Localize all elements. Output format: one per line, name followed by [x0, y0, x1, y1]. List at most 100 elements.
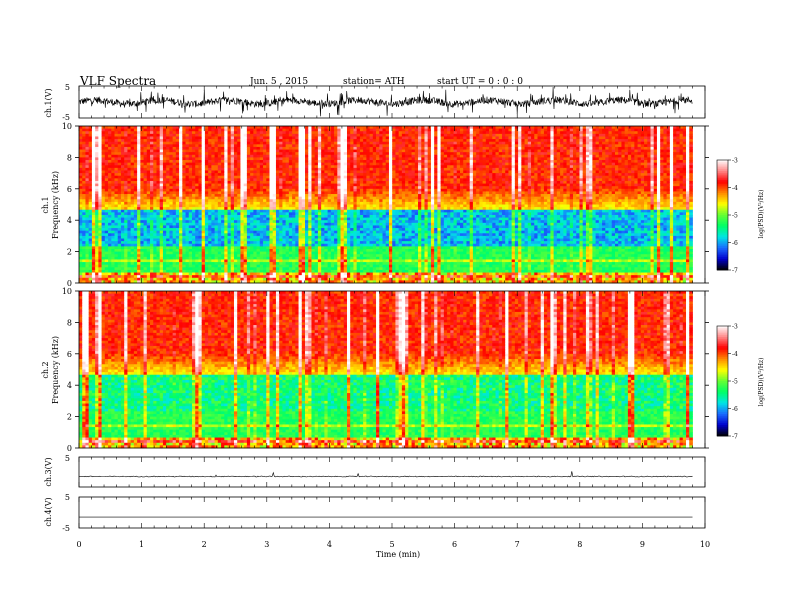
spectrogram-cell — [143, 212, 148, 216]
spectrogram-cell — [204, 217, 209, 221]
spectrogram-cell — [337, 264, 341, 268]
spectrogram-cell — [188, 267, 193, 271]
spectrogram-cell — [153, 146, 157, 150]
spectrogram-cell — [140, 241, 144, 245]
spectrogram-cell — [137, 204, 141, 208]
spectrogram-cell — [108, 256, 112, 260]
spectrogram-cell — [292, 201, 296, 205]
spectrogram-cell — [340, 228, 345, 232]
spectrogram-cell — [298, 194, 303, 198]
spectrogram-cell — [91, 241, 96, 245]
spectrogram-cell — [85, 194, 90, 198]
spectrogram-cell — [146, 241, 151, 245]
spectrogram-cell — [269, 126, 274, 130]
spectrogram-cell — [159, 243, 164, 247]
spectrogram-cell — [156, 199, 161, 203]
spectrogram-cell — [324, 251, 329, 255]
spectrogram-cell — [288, 217, 293, 221]
spectrogram-cell — [172, 241, 177, 245]
spectrogram-cell — [159, 238, 164, 242]
spectrogram-cell — [195, 146, 199, 150]
spectrogram-cell — [91, 136, 96, 140]
spectrogram-cell — [91, 246, 96, 250]
spectrogram-cell — [146, 157, 151, 161]
spectrogram-cell — [114, 167, 119, 171]
spectrogram-cell — [159, 259, 164, 263]
spectrogram-cell — [230, 149, 235, 153]
spectrogram-cell — [166, 139, 170, 143]
spectrogram-cell — [279, 136, 283, 140]
spectrogram-cell — [108, 220, 112, 224]
spectrogram-cell — [198, 162, 203, 166]
spectrogram-cell — [230, 199, 235, 203]
spectrogram-cell — [91, 214, 96, 218]
spectrogram-cell — [159, 254, 164, 258]
spectrogram-cell — [179, 144, 183, 148]
spectrogram-cell — [301, 280, 306, 284]
spectrogram-cell — [146, 139, 151, 143]
spectrogram-cell — [285, 217, 290, 221]
spectrogram-cell — [217, 152, 222, 156]
spectrogram-cell — [311, 254, 316, 258]
spectrogram-cell — [272, 259, 277, 263]
spectrogram-cell — [198, 165, 203, 169]
spectrogram-cell — [263, 141, 267, 145]
spectrogram-cell — [179, 170, 183, 174]
spectrogram-cell — [317, 136, 322, 140]
spectrogram-cell — [130, 259, 135, 263]
spectrogram-cell — [217, 262, 222, 266]
spectrogram-cell — [230, 126, 235, 130]
spectrogram-cell — [269, 241, 274, 245]
spectrogram-cell — [340, 204, 345, 208]
spectrogram-cell — [127, 170, 132, 174]
spectrogram-cell — [233, 180, 238, 184]
spectrogram-cell — [240, 238, 245, 242]
spectrogram-cell — [114, 228, 119, 232]
spectrogram-cell — [98, 235, 102, 239]
spectrogram-cell — [237, 228, 241, 232]
spectrogram-cell — [334, 217, 338, 221]
spectrogram-cell — [256, 146, 261, 150]
spectrogram-cell — [208, 173, 212, 177]
spectrogram-cell — [143, 230, 148, 234]
spectrogram-cell — [224, 233, 228, 237]
spectrogram-cell — [127, 146, 132, 150]
spectrogram-cell — [172, 204, 177, 208]
spectrogram-cell — [246, 241, 251, 245]
spectrogram-cell — [162, 139, 167, 143]
spectrogram-cell — [330, 280, 335, 284]
spectrogram-cell — [153, 136, 157, 140]
spectrogram-cell — [150, 165, 154, 169]
spectrogram-cell — [166, 133, 170, 137]
spectrogram-cell — [79, 264, 83, 268]
spectrogram-cell — [259, 269, 264, 273]
spectrogram-cell — [250, 167, 254, 171]
spectrogram-cell — [98, 214, 102, 218]
spectrogram-cell — [275, 243, 280, 247]
spectrogram-cell — [175, 248, 180, 252]
spectrogram-cell — [104, 230, 109, 234]
spectrogram-cell — [82, 201, 86, 205]
spectrogram-cell — [237, 280, 241, 284]
spectrogram-cell — [337, 243, 341, 247]
spectrogram-cell — [250, 149, 254, 153]
spectrogram-cell — [192, 180, 196, 184]
spectrogram-cell — [127, 222, 132, 226]
spectrogram-cell — [166, 160, 170, 164]
spectrogram-cell — [211, 209, 216, 213]
spectrogram-cell — [246, 149, 251, 153]
spectrogram-cell — [120, 254, 125, 258]
spectrogram-cell — [263, 241, 267, 245]
spectrogram-cell — [124, 173, 128, 177]
spectrogram-cell — [182, 262, 186, 266]
spectrogram-cell — [311, 126, 316, 130]
spectrogram-cell — [179, 230, 183, 234]
spectrogram-cell — [279, 191, 283, 195]
spectrogram-cell — [243, 243, 248, 247]
spectrogram-cell — [111, 157, 115, 161]
spectrogram-cell — [104, 256, 109, 260]
spectrogram-cell — [79, 144, 83, 148]
spectrogram-cell — [127, 233, 132, 237]
spectrogram-cell — [198, 246, 203, 250]
spectrogram-cell — [140, 183, 144, 187]
